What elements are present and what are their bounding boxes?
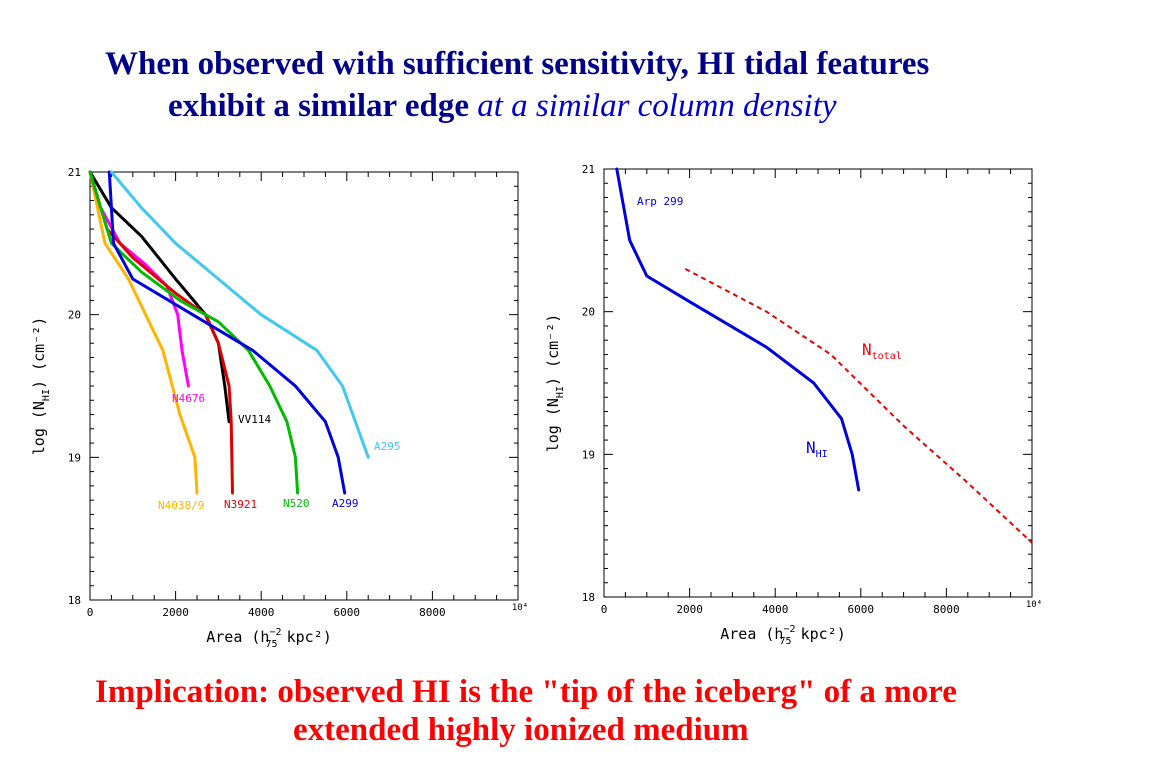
series-label: N4038/9 [158, 499, 204, 512]
series-line-n4038-9 [88, 170, 199, 495]
x-tick-label: 4000 [762, 603, 789, 616]
series-line-n-hi [615, 167, 861, 492]
left-chart: 0 2000 4000 6000 8000 10⁴ 18 19 20 21 Area (h−2 75 … [30, 166, 528, 650]
y-tick-label: 18 [582, 591, 595, 604]
y-tick-label: 21 [68, 166, 81, 179]
slide-title-line-1: When observed with sufficient sensitivit… [105, 46, 930, 82]
series-label: NHI [806, 438, 828, 460]
series-label: N520 [283, 497, 310, 510]
series-label: N4676 [172, 392, 205, 405]
title-italic-part: at a similar column density [477, 88, 837, 124]
footer-line-2: extended highly ionized medium [293, 712, 749, 748]
y-axis-label: log (NHI) (cm⁻²) [30, 317, 52, 455]
title-bold-part: exhibit a similar edge [168, 88, 478, 124]
series-line-a295 [109, 170, 370, 459]
series-line-vv114 [88, 170, 231, 424]
series-line-n520 [88, 170, 300, 495]
x-tick-label: 6000 [334, 606, 361, 619]
x-tick-label: 0 [87, 606, 94, 619]
right-chart: 0 2000 4000 6000 8000 10⁴ 18 19 20 21 Area (h−2 75 … [544, 163, 1042, 647]
plot-frame [603, 168, 1033, 598]
series-label: VV114 [238, 413, 271, 426]
y-tick-label: 20 [68, 309, 81, 322]
chart-annotation: Arp 299 [637, 195, 683, 208]
x-tick-label: 6000 [848, 603, 875, 616]
x-tick-label: 8000 [933, 603, 960, 616]
x-axis-label: Area (h−2 75 kpc²) [206, 627, 332, 650]
x-tick-label: 8000 [419, 606, 446, 619]
series-label: A295 [374, 440, 401, 453]
x-tick-label: 4000 [248, 606, 275, 619]
x-tick-label: 10⁴ [1026, 600, 1042, 610]
x-tick-label: 2000 [162, 606, 189, 619]
series-label: A299 [332, 497, 359, 510]
x-tick-label: 2000 [676, 603, 703, 616]
x-tick-label: 10⁴ [512, 603, 528, 613]
series-label: Ntotal [862, 340, 902, 362]
y-axis-label: log (NHI) (cm⁻²) [544, 314, 566, 452]
y-tick-label: 19 [68, 451, 81, 464]
series-label: N3921 [224, 498, 257, 511]
y-tick-label: 21 [582, 163, 595, 176]
footer-line-1: Implication: observed HI is the "tip of … [95, 674, 957, 710]
plot-frame [89, 171, 519, 601]
slide-title-line-2: exhibit a similar edge at a similar colu… [168, 88, 837, 125]
y-tick-label: 20 [582, 306, 595, 319]
series-line-a299 [107, 170, 347, 495]
series-line-n-total [684, 268, 1033, 544]
y-tick-label: 19 [582, 448, 595, 461]
y-tick-label: 18 [68, 594, 81, 607]
x-tick-label: 0 [601, 603, 608, 616]
x-axis-label: Area (h−2 75 kpc²) [720, 624, 846, 647]
